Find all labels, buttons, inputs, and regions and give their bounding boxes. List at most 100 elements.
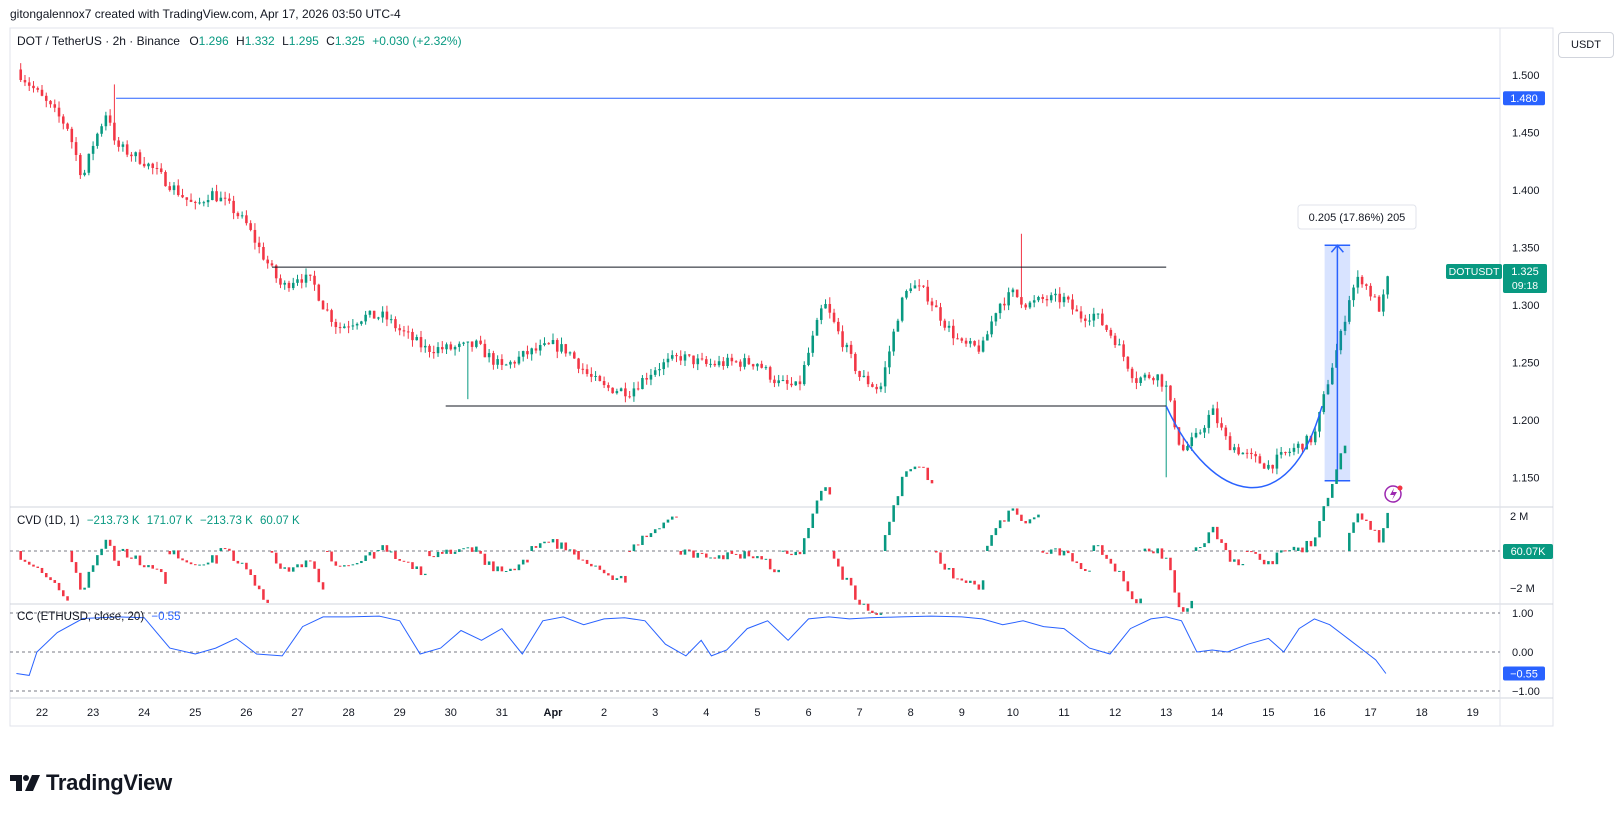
candle[interactable] [445, 344, 448, 350]
candle[interactable] [151, 163, 154, 168]
candle[interactable] [1309, 435, 1313, 443]
candle[interactable] [555, 340, 559, 352]
candle[interactable] [513, 361, 516, 364]
candle[interactable] [1169, 385, 1172, 401]
candle[interactable] [628, 396, 631, 398]
lightning-icon[interactable] [1384, 485, 1402, 503]
candle[interactable] [930, 301, 934, 306]
candle[interactable] [1118, 344, 1121, 346]
candle[interactable] [696, 358, 700, 365]
candle[interactable] [1382, 294, 1385, 312]
candle[interactable] [1113, 335, 1117, 346]
currency-button[interactable]: USDT [1558, 32, 1614, 58]
candle[interactable] [1020, 297, 1023, 305]
candle[interactable] [1198, 432, 1202, 434]
candle[interactable] [683, 354, 687, 361]
cc-line[interactable] [16, 615, 1387, 676]
candle[interactable] [615, 391, 619, 394]
candle[interactable] [449, 344, 453, 350]
candle[interactable] [283, 282, 287, 285]
candle[interactable] [768, 367, 772, 380]
candle[interactable] [1190, 437, 1194, 447]
candle[interactable] [1160, 374, 1164, 387]
candle[interactable] [398, 328, 401, 331]
candle[interactable] [641, 378, 644, 390]
candle[interactable] [568, 352, 572, 354]
candle[interactable] [1326, 384, 1330, 395]
candle[interactable] [108, 115, 112, 123]
candle[interactable] [40, 89, 44, 96]
candle[interactable] [176, 185, 180, 196]
candle[interactable] [560, 344, 563, 352]
candle[interactable] [338, 327, 342, 329]
candle[interactable] [1288, 451, 1291, 453]
candle[interactable] [764, 367, 768, 369]
candle[interactable] [658, 369, 661, 371]
candle[interactable] [1062, 296, 1066, 303]
candle[interactable] [1369, 285, 1372, 297]
candle[interactable] [83, 172, 86, 176]
candle[interactable] [1105, 325, 1108, 330]
candle[interactable] [104, 115, 108, 127]
candle[interactable] [1279, 452, 1283, 455]
candle[interactable] [849, 344, 853, 354]
candle[interactable] [1054, 293, 1057, 296]
candle[interactable] [364, 314, 367, 322]
candle[interactable] [343, 326, 346, 329]
candle[interactable] [547, 343, 551, 345]
candle[interactable] [381, 311, 384, 318]
cc-title[interactable]: CC (ETHUSD, close, 20) [17, 611, 145, 623]
candle[interactable] [479, 340, 482, 344]
candle[interactable] [1096, 313, 1100, 315]
candle[interactable] [773, 379, 776, 384]
candle[interactable] [130, 154, 133, 157]
candle[interactable] [751, 364, 755, 367]
candle[interactable] [32, 85, 35, 89]
candle[interactable] [206, 200, 210, 203]
candle[interactable] [632, 388, 636, 397]
candle[interactable] [1177, 427, 1181, 445]
candle[interactable] [947, 325, 951, 328]
candle[interactable] [262, 246, 265, 260]
candle[interactable] [573, 352, 576, 359]
candle[interactable] [96, 133, 99, 146]
candle[interactable] [1075, 309, 1079, 312]
candle[interactable] [1101, 313, 1104, 326]
candle[interactable] [113, 122, 116, 141]
candle[interactable] [1032, 300, 1036, 303]
candle[interactable] [794, 381, 798, 386]
candle[interactable] [679, 356, 683, 361]
candle[interactable] [1216, 408, 1219, 424]
candle[interactable] [1049, 295, 1053, 301]
candle[interactable] [619, 388, 623, 392]
candle[interactable] [240, 215, 244, 217]
candle[interactable] [500, 359, 504, 365]
candle[interactable] [939, 307, 942, 321]
candle[interactable] [44, 95, 48, 101]
candle[interactable] [1343, 321, 1347, 331]
candle[interactable] [837, 321, 840, 332]
candle[interactable] [875, 386, 878, 390]
candle[interactable] [1024, 304, 1027, 308]
candle[interactable] [211, 191, 214, 201]
candle[interactable] [313, 275, 316, 285]
candle[interactable] [1152, 378, 1155, 381]
candle[interactable] [402, 330, 406, 332]
candle[interactable] [1305, 435, 1309, 450]
candle[interactable] [1088, 320, 1091, 322]
candle[interactable] [994, 313, 998, 322]
candle[interactable] [70, 128, 74, 143]
candle[interactable] [1352, 287, 1355, 301]
candle[interactable] [245, 215, 248, 224]
cvd-title[interactable]: CVD (1D, 1) [17, 515, 80, 527]
candle[interactable] [270, 263, 274, 266]
candle[interactable] [185, 197, 189, 200]
candle[interactable] [785, 380, 789, 384]
candle[interactable] [36, 88, 40, 90]
candle[interactable] [1275, 454, 1279, 469]
candle[interactable] [1203, 427, 1206, 433]
candle[interactable] [215, 191, 218, 202]
candle[interactable] [845, 344, 849, 348]
candle[interactable] [172, 185, 176, 191]
candle[interactable] [1173, 400, 1176, 428]
